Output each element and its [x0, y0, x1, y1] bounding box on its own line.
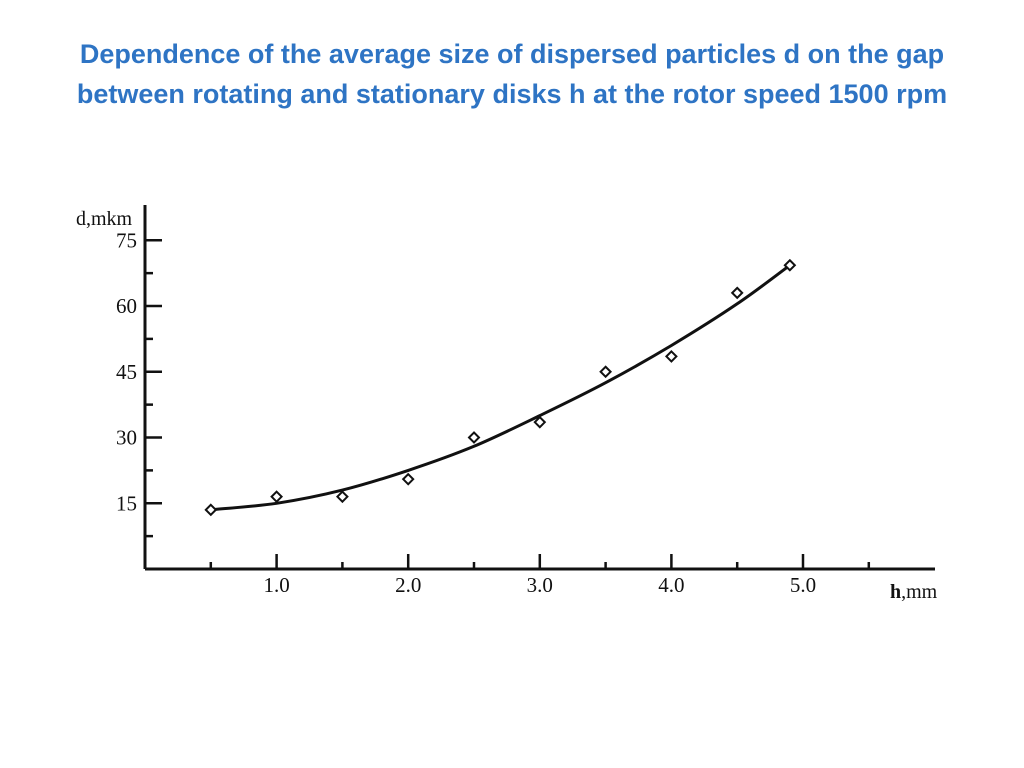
- axes: [143, 205, 935, 571]
- y-tick-label: 30: [116, 426, 137, 450]
- y-tick-label: 75: [116, 228, 137, 252]
- data-point: [599, 365, 613, 379]
- minor-ticks: [145, 271, 871, 569]
- y-tick-label: 15: [116, 491, 137, 515]
- x-tick-label: 1.0: [263, 573, 289, 597]
- data-points: [204, 258, 797, 517]
- data-point: [204, 503, 218, 517]
- data-point: [783, 258, 797, 272]
- fit-curve-group: [210, 264, 791, 512]
- data-point: [270, 490, 284, 504]
- x-axis-label: h,mm: [890, 581, 938, 603]
- data-point: [664, 350, 678, 363]
- y-tick-label: 60: [116, 294, 137, 318]
- y-axis-label: d,mkm: [76, 208, 133, 230]
- data-point: [730, 286, 744, 300]
- x-tick-label: 3.0: [527, 573, 553, 597]
- data-point: [335, 490, 349, 504]
- data-point: [401, 472, 415, 486]
- x-ticks: 1.0 2.0 3.0 4.0 5.0: [263, 554, 816, 597]
- data-point: [533, 415, 547, 429]
- fit-curve: [210, 264, 791, 512]
- x-axis-label-unit: ,mm: [901, 581, 938, 603]
- x-tick-label: 2.0: [395, 573, 421, 597]
- y-tick-label: 45: [116, 360, 137, 384]
- data-point: [467, 431, 481, 444]
- slide-title: Dependence of the average size of disper…: [76, 39, 948, 109]
- x-tick-label: 5.0: [790, 573, 816, 597]
- y-ticks: 15 30 45 60 75: [116, 228, 162, 515]
- x-axis-label-symbol: h: [890, 581, 901, 603]
- x-tick-label: 4.0: [658, 573, 684, 597]
